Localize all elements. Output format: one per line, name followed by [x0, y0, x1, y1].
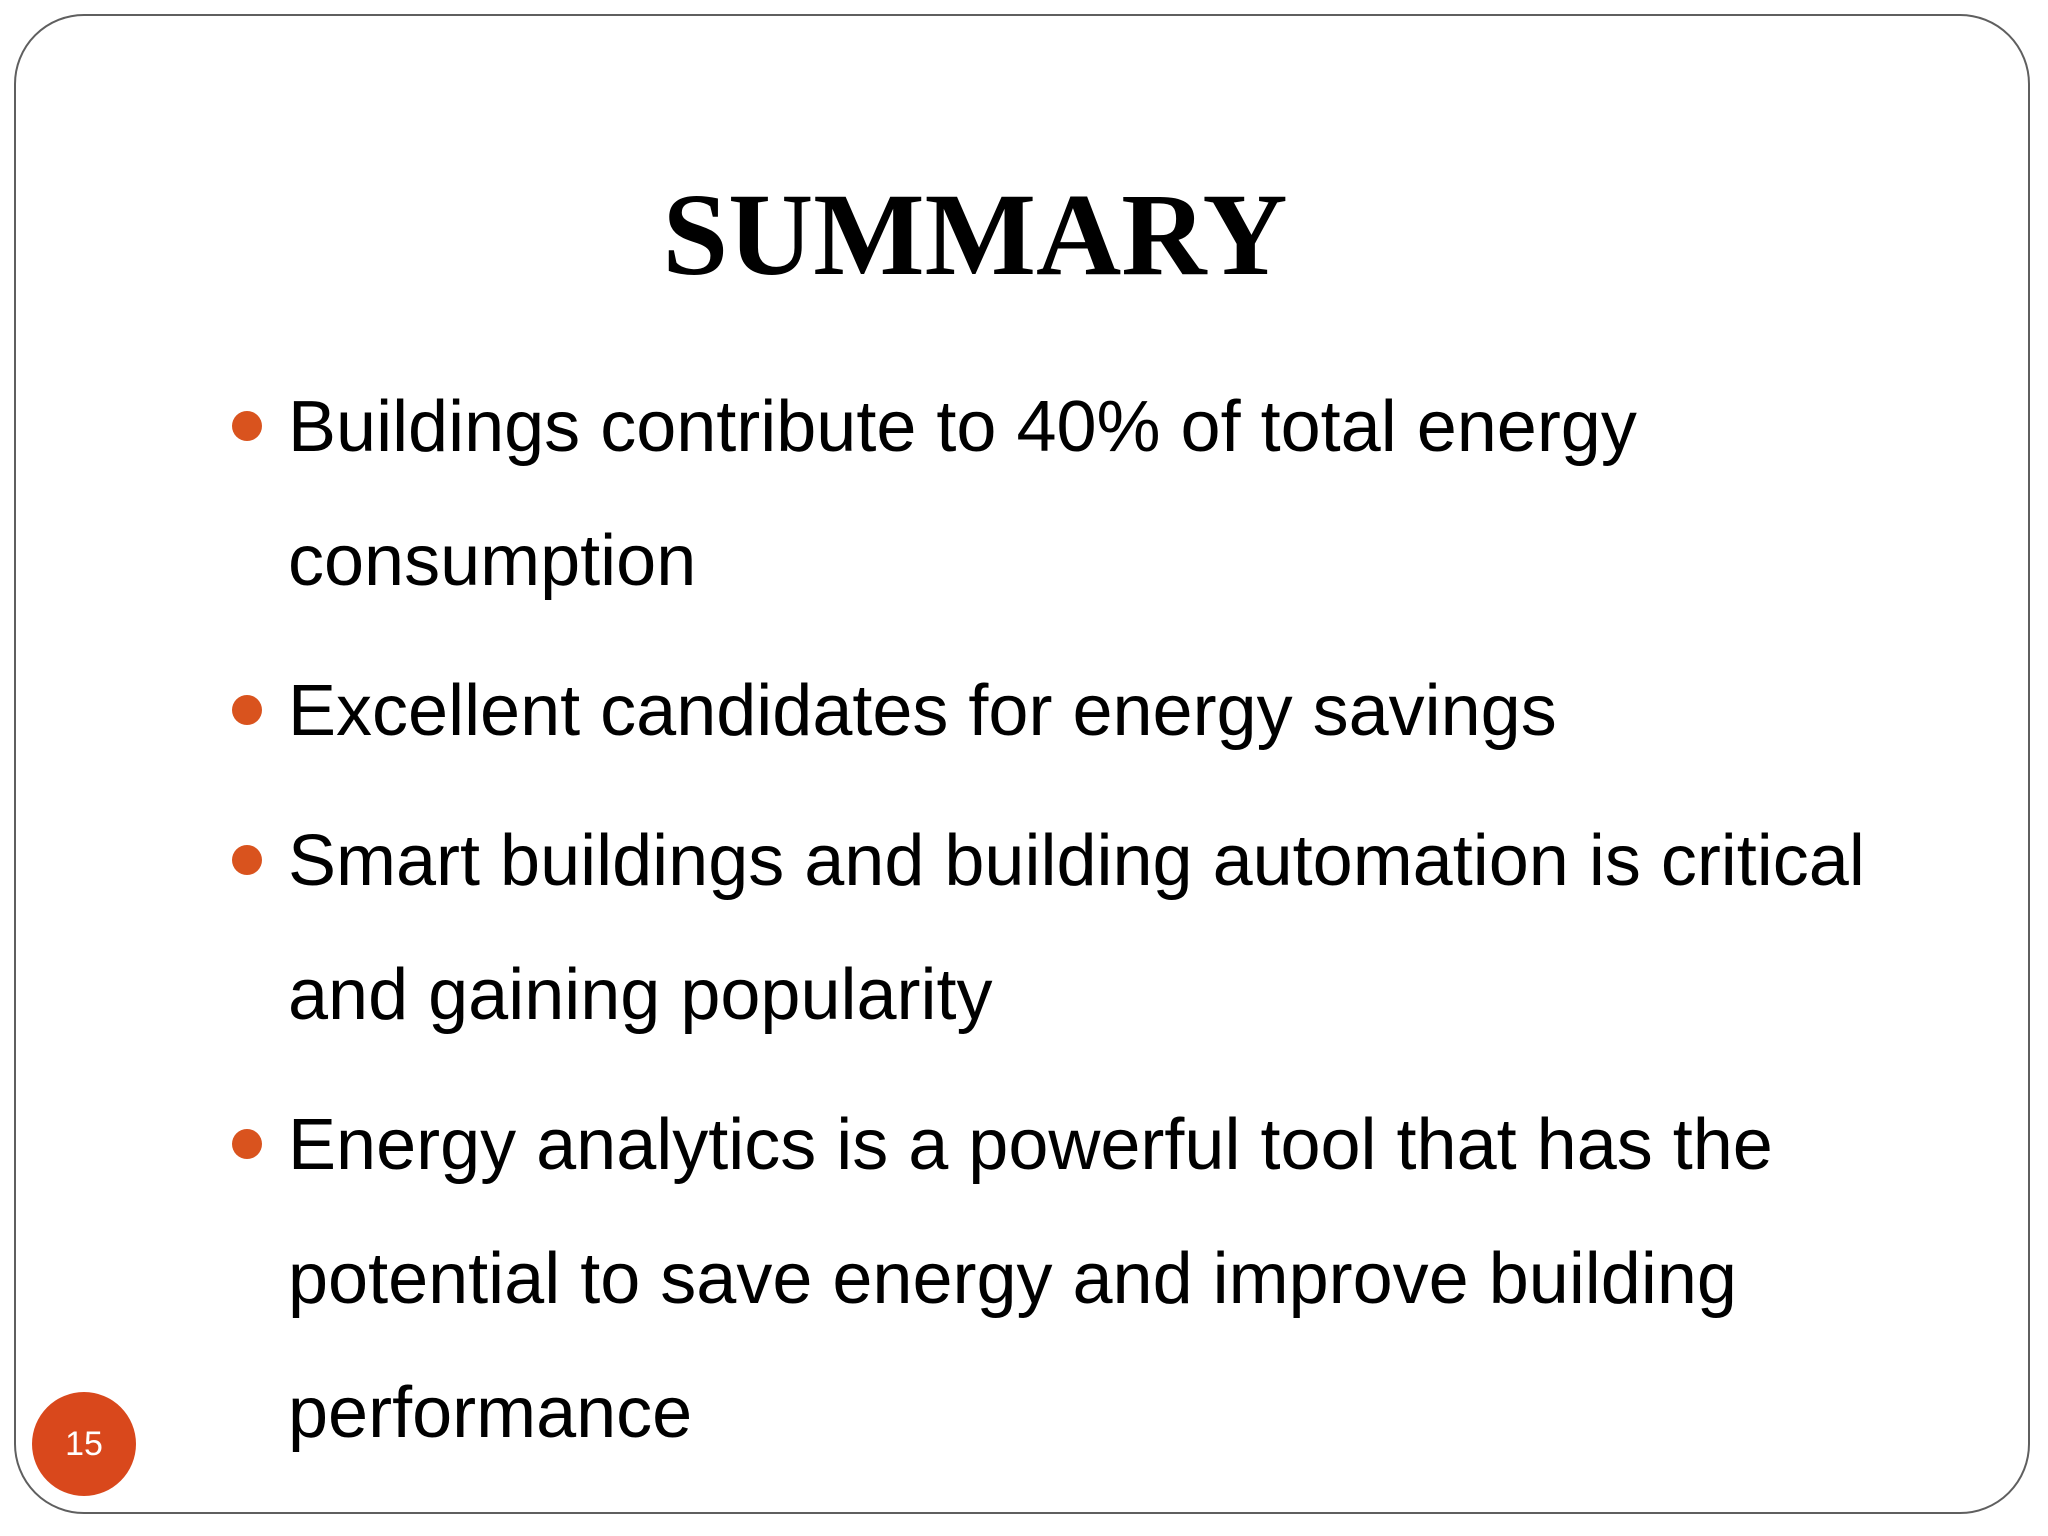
- bullet-text: Smart buildings and building automation …: [288, 821, 1865, 1035]
- bullet-item: Buildings contribute to 40% of total ene…: [220, 360, 1940, 628]
- bullet-item: Excellent candidates for energy savings: [220, 644, 1940, 778]
- bullet-list: Buildings contribute to 40% of total ene…: [220, 360, 1940, 1496]
- bullet-item: Smart buildings and building automation …: [220, 794, 1940, 1062]
- bullet-dot-icon: [232, 411, 262, 441]
- slide-title: SUMMARY: [662, 169, 1288, 300]
- slide-frame: [14, 14, 2030, 1514]
- bullet-text: Energy analytics is a powerful tool that…: [288, 1105, 1773, 1453]
- bullet-dot-icon: [232, 1129, 262, 1159]
- bullet-text: Buildings contribute to 40% of total ene…: [288, 387, 1637, 601]
- page-number-badge: 15: [32, 1392, 136, 1496]
- bullet-dot-icon: [232, 695, 262, 725]
- bullet-dot-icon: [232, 845, 262, 875]
- bullet-item: Energy analytics is a powerful tool that…: [220, 1078, 1940, 1480]
- bullet-text: Excellent candidates for energy savings: [288, 671, 1557, 751]
